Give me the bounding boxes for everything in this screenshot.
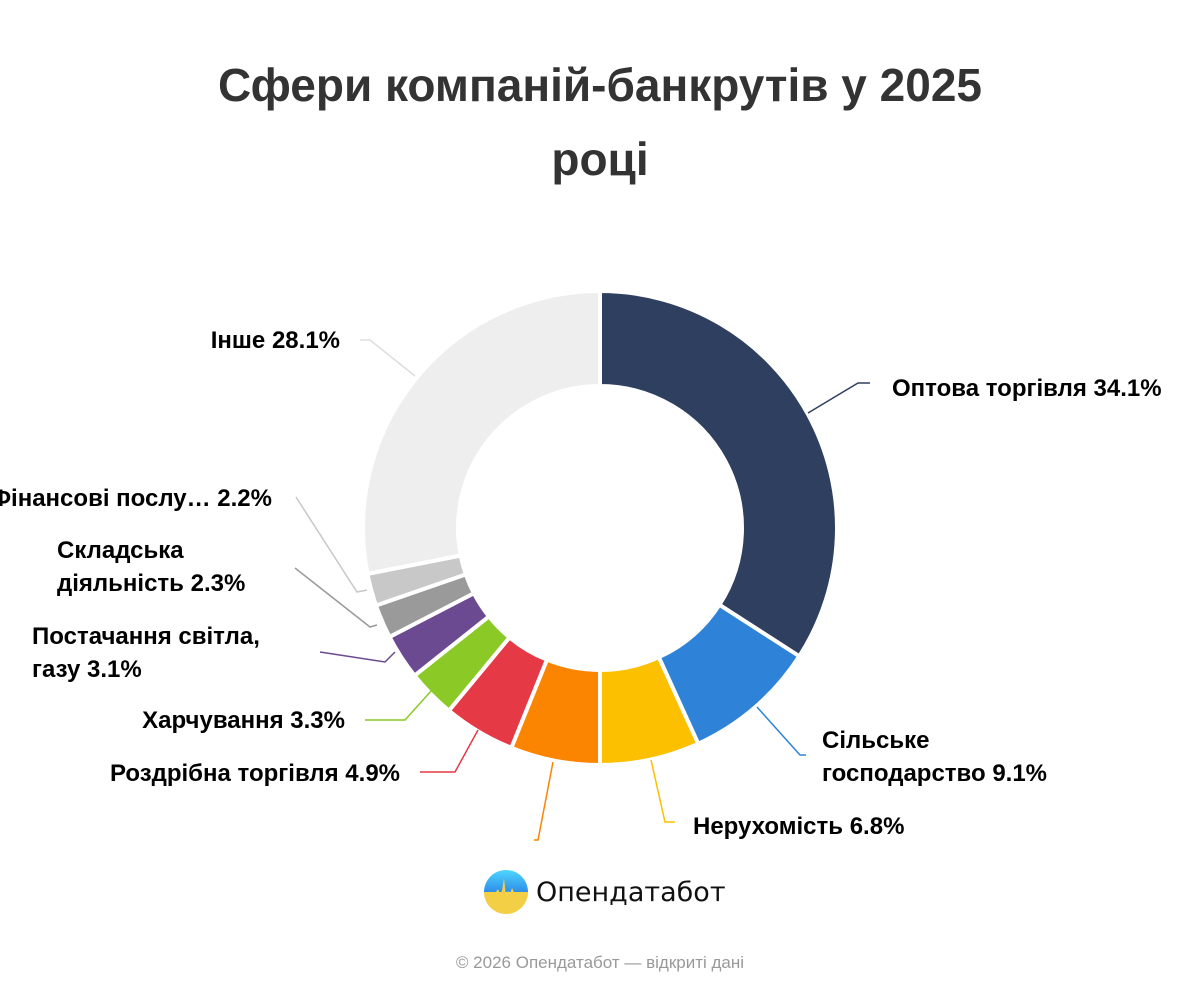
label-line: Складська [57,537,184,564]
label-food: Харчування 3.3% [142,707,345,734]
leader-line [650,759,675,823]
label-line: господарство 9.1% [822,760,1048,787]
brand-logo: Опендатабот [484,870,726,914]
label-retail: Роздрібна торгівля 4.9% [109,760,400,787]
leader-line [360,339,416,377]
title-line-1: Сфери компаній-банкрутів у 2025 [218,59,982,111]
label-warehousing: Складська діяльність 2.3% [57,534,245,600]
leader-line [756,706,806,756]
label-line: Сільське [822,727,930,754]
leader-line [420,729,479,773]
label-agriculture: Сільське господарство 9.1% [822,724,1047,790]
chart-title: Сфери компаній-банкрутів у 2025 році [0,48,1200,196]
label-line: Постачання світла, [32,623,260,650]
opendatabot-logo-icon [484,870,528,914]
brand-name: Опендатабот [536,876,726,908]
label-real-estate: Нерухомість 6.8% [693,813,905,840]
footer-copyright: © 2026 Опендатабот — відкриті дані [455,953,745,972]
leader-line [807,382,870,414]
leader-line [295,496,368,593]
leader-line [294,567,378,628]
donut-slice [361,289,602,576]
label-finance: Фінансові послу… 2.2% [0,485,272,512]
leader-line [534,761,554,841]
label-line: діяльність 2.3% [57,570,246,597]
label-other: Інше 28.1% [210,327,340,354]
label-wholesale: Оптова торгівля 34.1% [892,375,1162,402]
leader-line [365,689,433,721]
label-utilities: Постачання світла, газу 3.1% [32,620,260,686]
donut-slice [598,289,839,659]
title-line-2: році [551,133,649,185]
leader-line [319,651,396,663]
label-line: газу 3.1% [32,656,142,683]
